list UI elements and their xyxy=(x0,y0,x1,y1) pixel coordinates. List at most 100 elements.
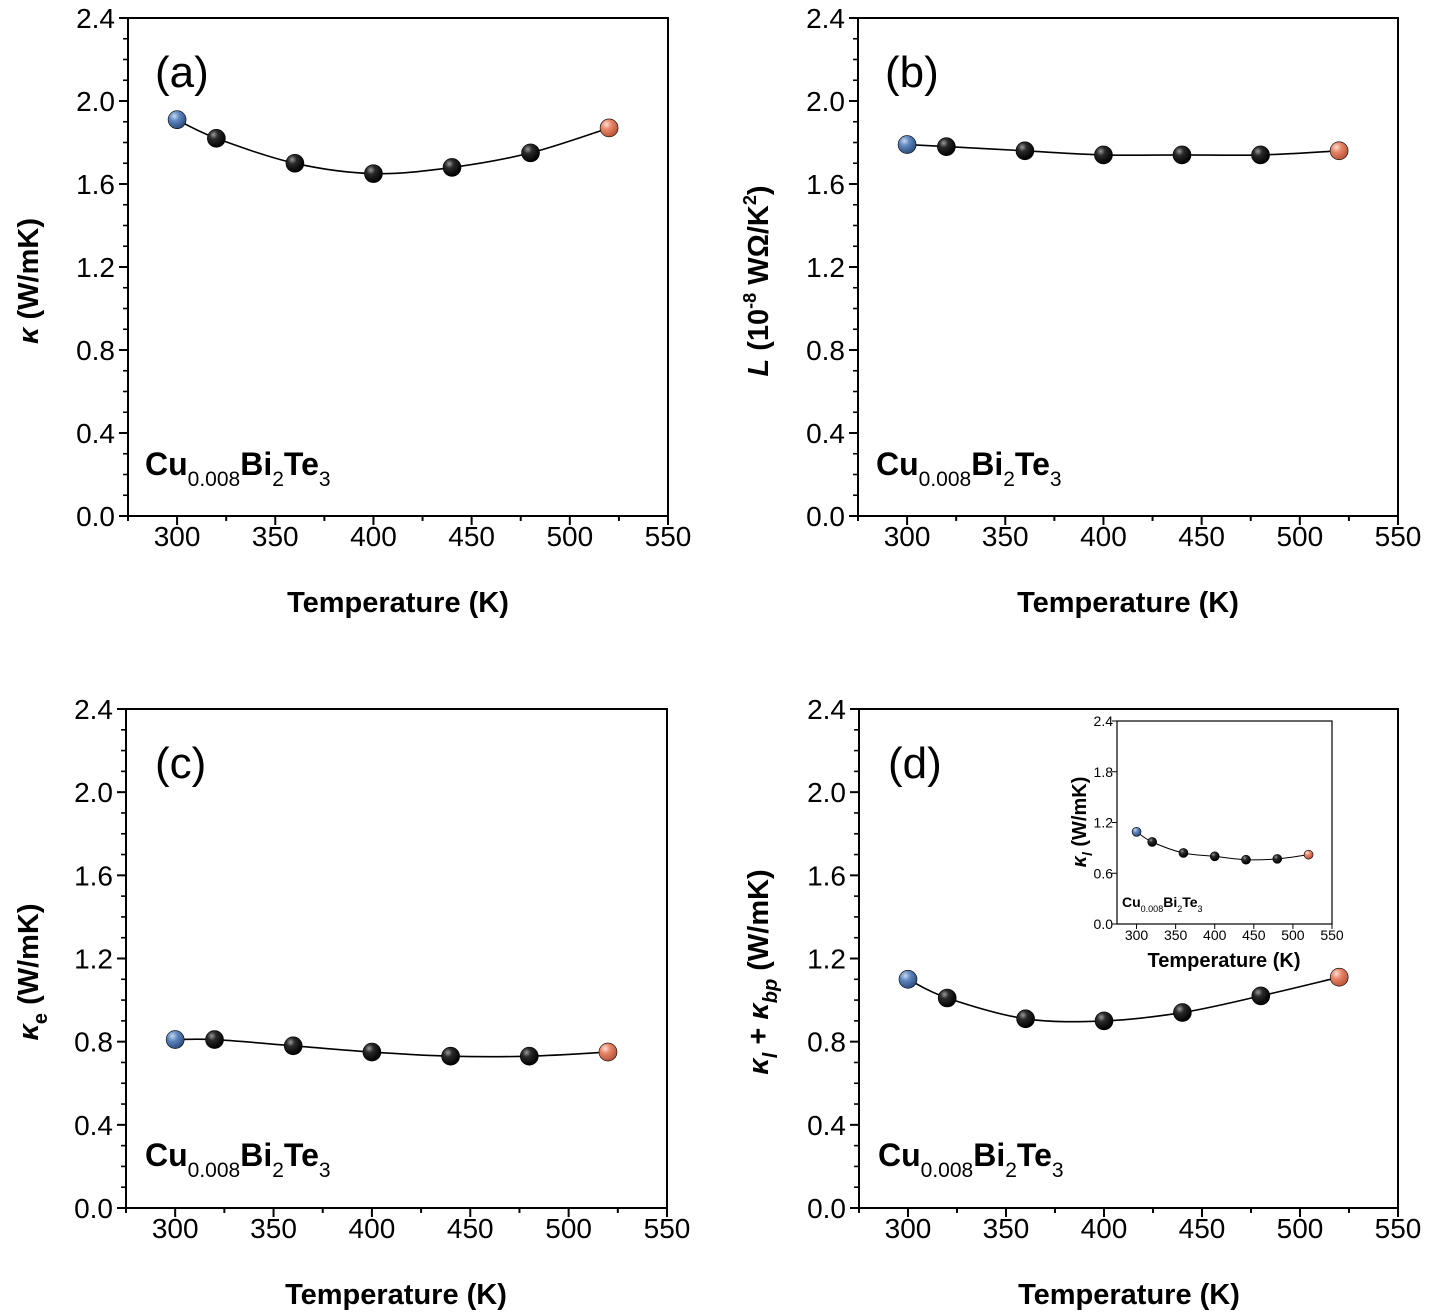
data-point-inset xyxy=(1131,827,1142,837)
y-axis-title-a: κ (W/mK) xyxy=(13,218,45,344)
y-tick-label-c: 2.4 xyxy=(74,694,113,725)
x-tick-label-c: 350 xyxy=(250,1213,297,1244)
y-tick-label-a: 0.8 xyxy=(76,335,115,366)
y-axis-title-c: κe (W/mK) xyxy=(13,903,52,1040)
x-tick-label-d: 350 xyxy=(983,1213,1030,1244)
y-tick-label-b: 2.0 xyxy=(806,86,845,117)
x-tick-label-c: 500 xyxy=(545,1213,592,1244)
plot-frame-b xyxy=(857,17,1399,517)
panel-label-a: (a) xyxy=(155,48,209,97)
x-tick-label-inset: 450 xyxy=(1242,927,1266,943)
panel-label-c: (c) xyxy=(155,739,206,788)
x-tick-label-c: 400 xyxy=(349,1213,396,1244)
data-point-inset xyxy=(1241,854,1251,865)
x-axis-title-a: Temperature (K) xyxy=(287,587,509,619)
x-tick-label-a: 500 xyxy=(546,521,593,552)
x-tick-label-b: 450 xyxy=(1178,521,1225,552)
x-tick-label-b: 400 xyxy=(1080,521,1127,552)
data-point-a xyxy=(167,110,187,129)
y-tick-label-a: 2.0 xyxy=(76,86,115,117)
x-tick-label-inset: 400 xyxy=(1203,927,1227,943)
y-tick-label-c: 2.0 xyxy=(74,777,113,808)
inset-panel: 300 350 400 450 500 550 0.0 0.6 1.2 1.8 2.4 Cu0.00… xyxy=(1069,713,1344,972)
plot-area-c: 300 350 400 450 500 550 0.0 0.4 0.8 1.2 1.6 2.0 2.4 xyxy=(74,694,690,1244)
y-tick-label-d: 0.8 xyxy=(807,1027,846,1058)
panel-d: 300 350 400 450 500 5500.00.40.81.21.62.02.4 … xyxy=(743,694,1421,1311)
y-tick-label-a: 0.0 xyxy=(76,501,115,532)
data-point-inset xyxy=(1272,854,1283,864)
y-tick-label-d: 1.6 xyxy=(807,860,846,891)
y-tick-label-inset: 0.6 xyxy=(1094,865,1114,881)
plot-area-inset: 300 350 400 450 500 550 0.0 0.6 1.2 1.8 2.4 xyxy=(1094,713,1344,943)
data-point-b xyxy=(1015,141,1035,161)
x-axis-title-d: Temperature (K) xyxy=(1018,1279,1240,1311)
plot-frame-a xyxy=(127,17,669,517)
data-point-c xyxy=(598,1042,618,1062)
y-tick-label-inset: 2.4 xyxy=(1094,713,1114,729)
plot-frame-c xyxy=(125,708,668,1209)
data-point-inset xyxy=(1303,849,1314,860)
plot-frame-inset xyxy=(1116,720,1333,925)
x-tick-label-d: 450 xyxy=(1179,1213,1226,1244)
x-tick-label-d: 300 xyxy=(885,1213,932,1244)
y-tick-label-c: 1.6 xyxy=(74,860,113,891)
panel-label-b: (b) xyxy=(885,48,939,97)
data-point-c xyxy=(165,1030,185,1049)
y-tick-label-b: 1.6 xyxy=(806,169,845,200)
sample-label-inset: Cu0.008Bi2Te3 xyxy=(1122,894,1203,914)
data-point-inset xyxy=(1209,851,1220,862)
data-point-c xyxy=(205,1030,224,1049)
y-tick-label-a: 2.4 xyxy=(76,3,115,34)
x-tick-label-b: 350 xyxy=(982,521,1029,552)
y-tick-label-b: 2.4 xyxy=(806,3,845,34)
x-tick-label-d: 550 xyxy=(1375,1213,1422,1244)
panel-label-d: (d) xyxy=(888,739,942,788)
y-axis-title-b: L (10-8 WΩ/K2) xyxy=(740,185,775,376)
y-tick-label-d: 1.2 xyxy=(807,944,846,975)
sample-label-a: Cu0.008Bi2Te3 xyxy=(145,446,331,491)
y-tick-label-inset: 0.0 xyxy=(1094,916,1114,932)
sample-label-d: Cu0.008Bi2Te3 xyxy=(878,1137,1064,1182)
y-tick-label-c: 0.8 xyxy=(74,1027,113,1058)
data-point-c xyxy=(362,1042,382,1062)
y-tick-label-d: 0.4 xyxy=(807,1110,846,1141)
y-tick-label-b: 1.2 xyxy=(806,252,845,283)
data-point-d xyxy=(1094,1011,1114,1031)
plot-area-b: 300 350 400 450 500 550 0.0 0.4 0.8 1.2 1.6 2.0 2.4 xyxy=(806,3,1421,552)
panel-a: 300 350 400 450 500 5500.00.40.81.21.62.02.4 … xyxy=(13,3,691,619)
data-point-a xyxy=(285,153,305,173)
data-point-c xyxy=(519,1046,539,1066)
data-point-a xyxy=(599,118,619,138)
series-line-d xyxy=(907,976,1340,1023)
x-tick-label-c: 450 xyxy=(447,1213,494,1244)
data-point-d xyxy=(1173,1003,1192,1022)
data-point-c xyxy=(283,1036,303,1056)
panel-b: 300 350 400 450 500 5500.00.40.81.21.62.02.4 … xyxy=(740,3,1421,619)
y-tick-label-d: 2.0 xyxy=(807,777,846,808)
data-point-b xyxy=(1172,145,1192,165)
data-point-b xyxy=(1329,141,1349,161)
data-point-b xyxy=(1251,145,1270,165)
data-point-d xyxy=(937,988,957,1008)
y-tick-label-d: 0.0 xyxy=(807,1193,846,1224)
data-point-d xyxy=(1016,1009,1035,1029)
x-tick-label-inset: 550 xyxy=(1320,927,1344,943)
x-axis-title-c: Temperature (K) xyxy=(285,1279,507,1311)
sample-label-b: Cu0.008Bi2Te3 xyxy=(876,446,1062,491)
data-point-inset xyxy=(1147,837,1157,847)
plot-area-a: 300 350 400 450 500 550 0.0 0.4 0.8 1.2 1.6 2.0 2.4 xyxy=(76,3,691,552)
y-tick-label-inset: 1.2 xyxy=(1094,815,1114,831)
x-tick-label-a: 400 xyxy=(350,521,397,552)
data-point-a xyxy=(207,129,226,148)
y-tick-label-b: 0.8 xyxy=(806,335,845,366)
data-point-a xyxy=(364,164,383,183)
plot-area-d: 300 350 400 450 500 550 0.0 0.4 0.8 1.2 1.6 2.0 2.4 xyxy=(807,694,1421,1244)
x-axis-title-b: Temperature (K) xyxy=(1017,587,1239,619)
data-point-d xyxy=(1329,967,1349,987)
y-tick-label-b: 0.0 xyxy=(806,501,845,532)
x-tick-label-a: 450 xyxy=(448,521,495,552)
x-tick-label-d: 400 xyxy=(1081,1213,1128,1244)
y-tick-label-d: 2.4 xyxy=(807,694,846,725)
x-tick-label-b: 550 xyxy=(1375,521,1422,552)
